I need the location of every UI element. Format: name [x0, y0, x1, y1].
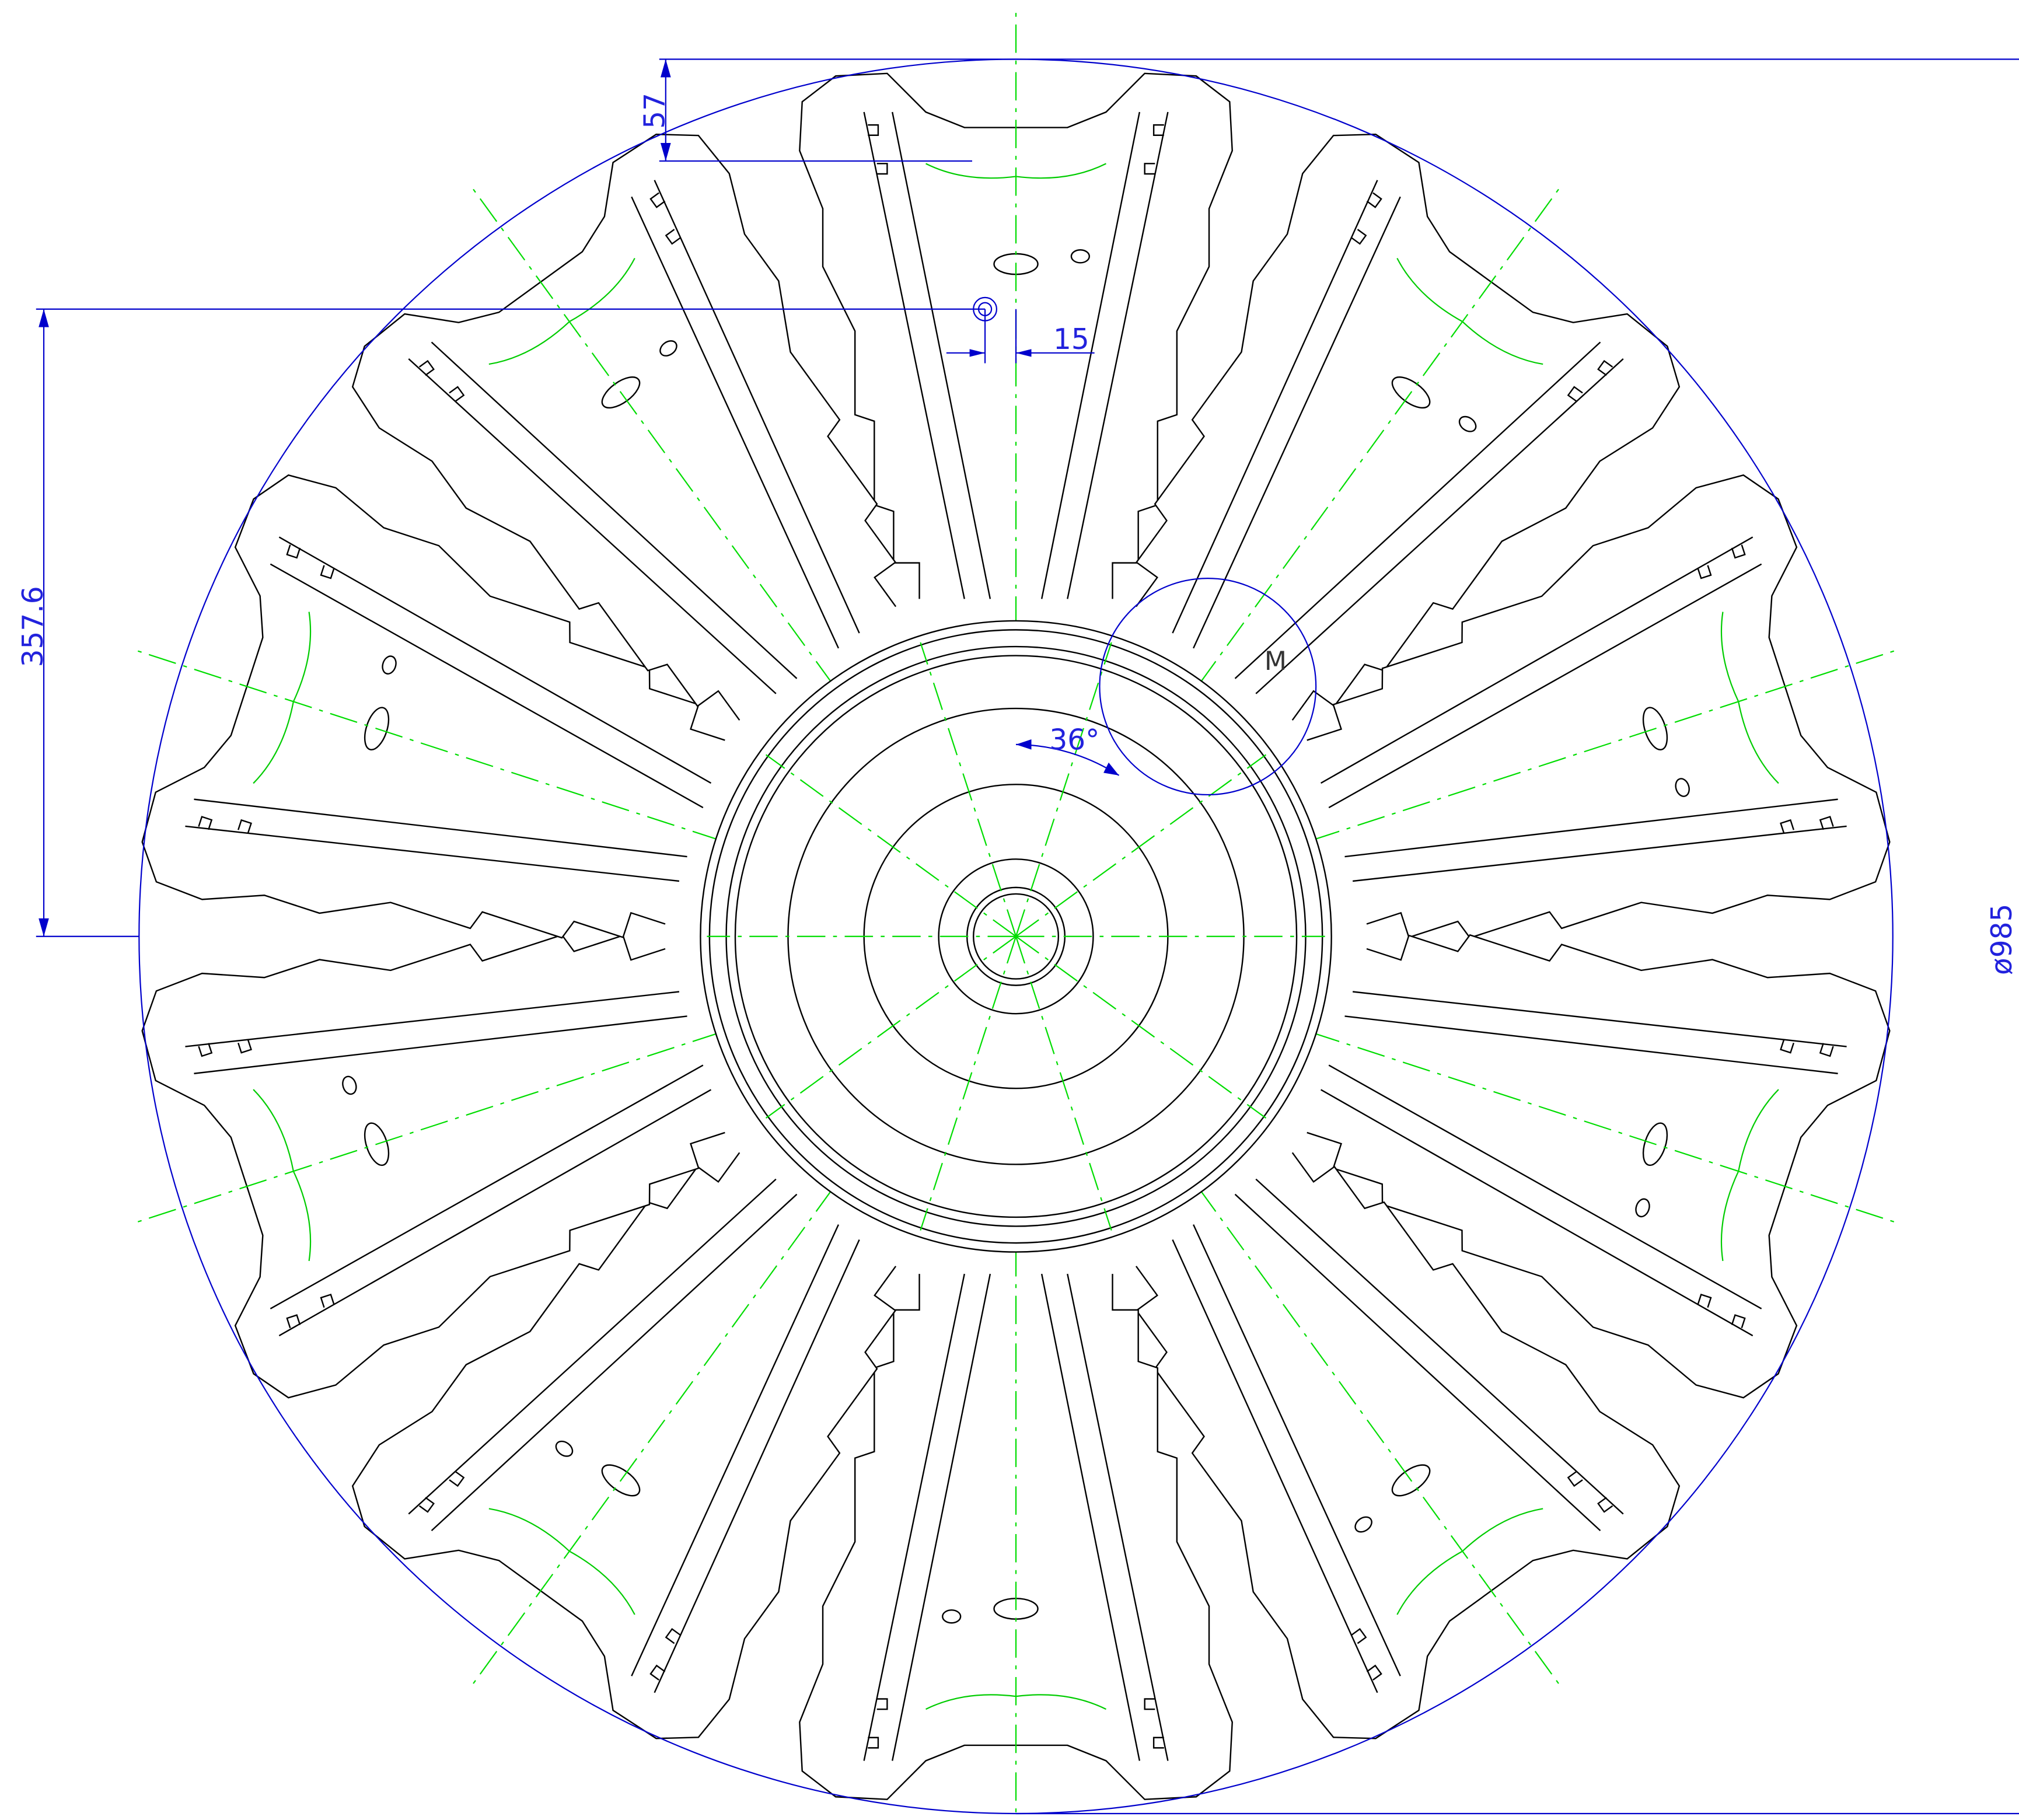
diameter-label: ø985	[1986, 904, 2018, 975]
top-gap-label: 57	[639, 93, 672, 129]
page: 36° 15 M 57 357.6 ø985 (() => { const da…	[0, 0, 2019, 1820]
detail-marker: M	[1265, 647, 1287, 676]
angle-label: 36°	[1049, 724, 1099, 757]
height-label: 357.6	[17, 586, 50, 667]
offset-label: 15	[1053, 323, 1089, 356]
engine-drawing: 36° 15 M 57 357.6 ø985	[0, 0, 2019, 1820]
